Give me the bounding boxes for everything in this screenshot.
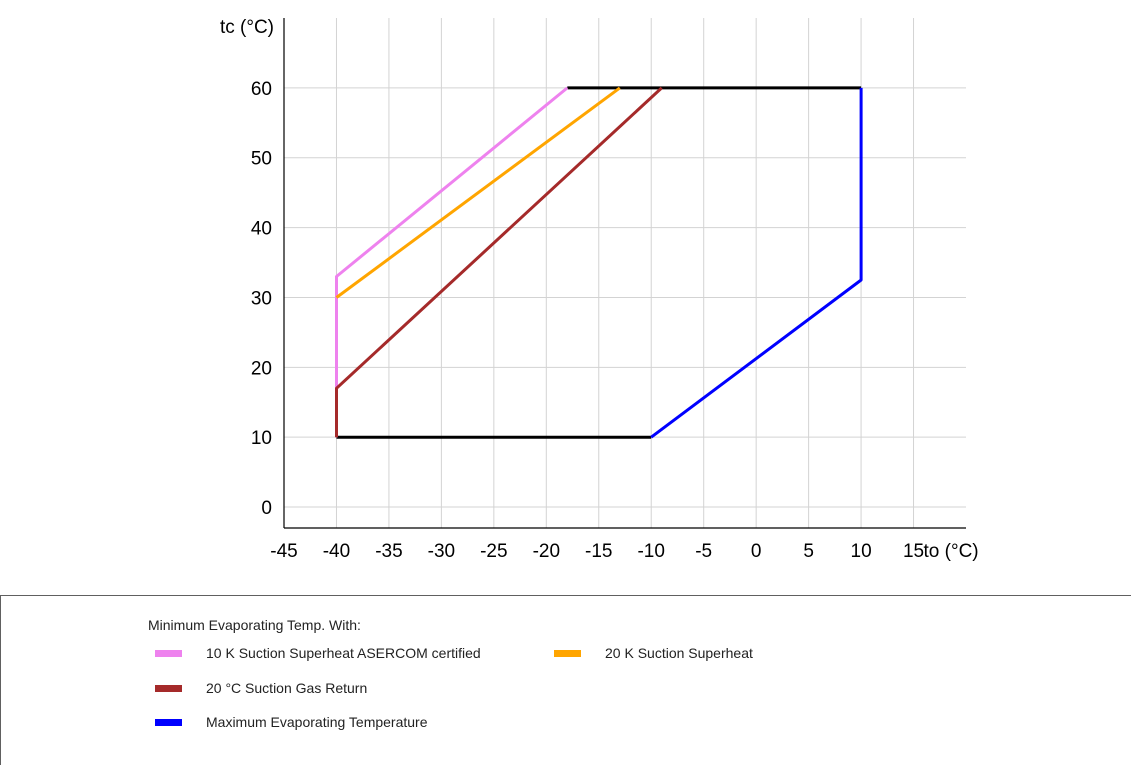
x-tick-label: 5	[803, 541, 814, 562]
envelope-chart: -45 -40 -35 -30 -25 -20 -15 -10 -5 0 5 10 15 0 10 20 30 4…	[220, 17, 979, 562]
y-axis-title: tc (°C)	[220, 17, 274, 38]
legend-label-10k-superheat: 10 K Suction Superheat ASERCOM certified	[206, 645, 481, 661]
x-tick-label: -25	[480, 541, 507, 562]
y-tick-label: 50	[251, 149, 272, 170]
tick-labels: -45 -40 -35 -30 -25 -20 -15 -10 -5 0 5 10 15 0 10 20 30 4…	[251, 79, 924, 562]
series-line-2	[335, 86, 621, 299]
x-axis-title: to (°C)	[924, 541, 979, 562]
legend-item-20k-superheat: 20 K Suction Superheat	[554, 643, 753, 663]
x-tick-label: -20	[533, 541, 560, 562]
x-tick-label: 10	[851, 541, 872, 562]
series-line-1	[335, 86, 569, 438]
y-tick-label: 60	[251, 79, 272, 100]
legend-item-max-evaporating: Maximum Evaporating Temperature	[155, 712, 428, 732]
y-tick-label: 0	[261, 498, 272, 519]
axes	[283, 18, 966, 529]
x-tick-label: 15	[903, 541, 924, 562]
grid	[284, 18, 966, 528]
legend-swatch-20c-gas-return	[155, 684, 182, 692]
legend-swatch-10k-superheat	[155, 649, 182, 657]
x-tick-label: -5	[695, 541, 712, 562]
series-line-4	[650, 87, 863, 439]
legend-label-20k-superheat: 20 K Suction Superheat	[605, 645, 753, 661]
x-tick-label: -30	[428, 541, 455, 562]
series-lines	[335, 86, 863, 439]
x-tick-label: -35	[375, 541, 402, 562]
x-tick-label: -40	[323, 541, 350, 562]
y-tick-label: 10	[251, 428, 272, 449]
x-tick-label: -45	[270, 541, 297, 562]
x-tick-label: 0	[751, 541, 762, 562]
legend-item-10k-superheat: 10 K Suction Superheat ASERCOM certified	[155, 643, 481, 663]
legend-swatch-max-evaporating	[155, 718, 182, 726]
x-tick-label: -15	[585, 541, 612, 562]
series-line-3	[335, 86, 663, 438]
legend-item-20c-gas-return: 20 °C Suction Gas Return	[155, 678, 367, 698]
legend-swatch-20k-superheat	[554, 649, 581, 657]
legend-label-max-evaporating: Maximum Evaporating Temperature	[206, 714, 428, 730]
legend-label-20c-gas-return: 20 °C Suction Gas Return	[206, 680, 368, 696]
x-tick-label: -10	[637, 541, 664, 562]
y-tick-label: 30	[251, 288, 272, 309]
legend-panel	[0, 595, 1131, 765]
y-tick-label: 20	[251, 358, 272, 379]
legend-heading: Minimum Evaporating Temp. With:	[148, 617, 361, 633]
y-tick-label: 40	[251, 219, 272, 240]
